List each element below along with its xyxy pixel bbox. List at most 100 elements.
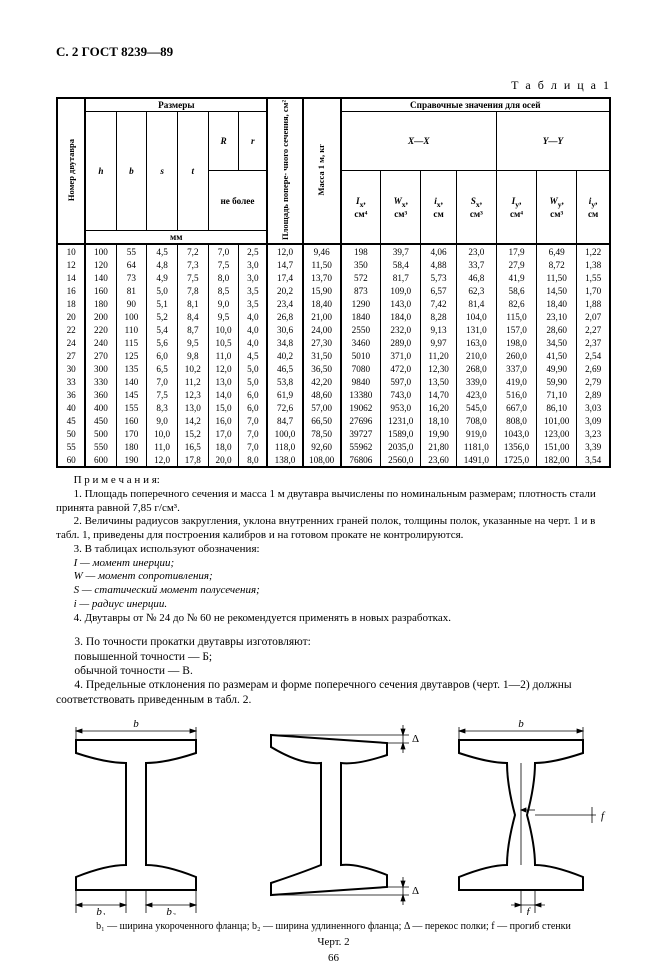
- table-cell: 33,7: [456, 258, 496, 271]
- figures-row: b b₁ b₂ Δ Δ: [56, 715, 611, 915]
- table-cell: 14,70: [421, 388, 456, 401]
- col-mass: Масса 1 м, кг: [317, 144, 326, 195]
- table-cell: 17,4: [267, 271, 302, 284]
- table-row: 222201105,48,710,04,030,624,002550232,09…: [57, 323, 610, 336]
- table-cell: 110: [116, 323, 147, 336]
- table-cell: 55: [57, 440, 85, 453]
- table-cell: 28,60: [537, 323, 577, 336]
- table-row: 16160815,07,88,53,520,215,90873109,06,57…: [57, 284, 610, 297]
- table-cell: 170: [116, 427, 147, 440]
- table-cell: 2,5: [239, 244, 267, 258]
- table-cell: 7,0: [239, 440, 267, 453]
- table-cell: 140: [85, 271, 116, 284]
- table-cell: 13,70: [303, 271, 341, 284]
- table-cell: 1,38: [577, 258, 610, 271]
- ref-Iy: Iy,см⁴: [496, 171, 536, 244]
- table-cell: 190: [116, 453, 147, 467]
- table-cell: 55962: [341, 440, 381, 453]
- table-cell: 7,0: [239, 414, 267, 427]
- table-cell: 7,2: [177, 244, 208, 258]
- table-cell: 268,0: [456, 362, 496, 375]
- table-cell: 5,0: [147, 284, 178, 297]
- table-cell: 34,50: [537, 336, 577, 349]
- table-cell: 115: [116, 336, 147, 349]
- fig-caption: b₁ — ширина укороченного фланца; b₂ — ши…: [56, 921, 611, 932]
- table-cell: 7,5: [177, 271, 208, 284]
- table-cell: 350: [341, 258, 381, 271]
- table-cell: 8,4: [177, 310, 208, 323]
- table-cell: 743,0: [381, 388, 421, 401]
- note-3: 3. В таблицах используют обозначения:: [56, 543, 611, 557]
- table-cell: 16,0: [208, 414, 239, 427]
- table-cell: 14: [57, 271, 85, 284]
- col-sizes: Размеры: [85, 98, 267, 112]
- table-cell: 220: [85, 323, 116, 336]
- table-cell: 2,79: [577, 375, 610, 388]
- table-cell: 210,0: [456, 349, 496, 362]
- table-cell: 157,0: [496, 323, 536, 336]
- table-cell: 76806: [341, 453, 381, 467]
- table-cell: 8,5: [208, 284, 239, 297]
- table-cell: 2,89: [577, 388, 610, 401]
- table-cell: 330: [85, 375, 116, 388]
- table-cell: 61,9: [267, 388, 302, 401]
- note-1: 1. Площадь поперечного сечения и масса 1…: [56, 488, 611, 516]
- table-cell: 23,4: [267, 297, 302, 310]
- table-cell: 13380: [341, 388, 381, 401]
- body-3: 3. По точности прокатки двутавры изготов…: [56, 635, 611, 649]
- note-3b: W — момент сопротивления;: [56, 570, 611, 584]
- body-3a: повышенной точности — Б;: [56, 650, 611, 664]
- table-cell: 5,6: [147, 336, 178, 349]
- note-2: 2. Величины радиусов закругления, уклона…: [56, 515, 611, 543]
- table-cell: 5,2: [147, 310, 178, 323]
- table-cell: 2,27: [577, 323, 610, 336]
- table-cell: 545,0: [456, 401, 496, 414]
- table-row: 404001558,313,015,06,072,657,0019062953,…: [57, 401, 610, 414]
- table-row: 5050017010,015,217,07,0100,078,503972715…: [57, 427, 610, 440]
- fig-c-f2: f: [526, 906, 531, 915]
- main-table: Номер двутавра Размеры Площадь попере- ч…: [56, 97, 611, 468]
- table-cell: 50: [57, 427, 85, 440]
- table-row: 272701256,09,811,04,540,231,505010371,01…: [57, 349, 610, 362]
- table-cell: 14,50: [537, 284, 577, 297]
- table-cell: 4,8: [147, 258, 178, 271]
- table-cell: 22: [57, 323, 85, 336]
- table-cell: 11,50: [303, 258, 341, 271]
- note-3a: I — момент инерции;: [56, 557, 611, 571]
- table-cell: 572: [341, 271, 381, 284]
- table-cell: 9,8: [177, 349, 208, 362]
- table-cell: 2560,0: [381, 453, 421, 467]
- table-cell: 20,2: [267, 284, 302, 297]
- table-cell: 423,0: [456, 388, 496, 401]
- table-cell: 1491,0: [456, 453, 496, 467]
- table-cell: 3,0: [239, 258, 267, 271]
- table-cell: 1231,0: [381, 414, 421, 427]
- table-row: 454501609,014,216,07,084,766,50276961231…: [57, 414, 610, 427]
- table-cell: 18,40: [303, 297, 341, 310]
- table-cell: 180: [85, 297, 116, 310]
- table-cell: 109,0: [381, 284, 421, 297]
- table-cell: 18: [57, 297, 85, 310]
- table-cell: 46,8: [456, 271, 496, 284]
- table-cell: 86,10: [537, 401, 577, 414]
- table-cell: 101,00: [537, 414, 577, 427]
- table-cell: 9840: [341, 375, 381, 388]
- table-cell: 7080: [341, 362, 381, 375]
- table-cell: 3,54: [577, 453, 610, 467]
- fig-b-d1: Δ: [412, 733, 419, 745]
- table-cell: 143,0: [381, 297, 421, 310]
- table-cell: 100,0: [267, 427, 302, 440]
- table-cell: 5,0: [239, 375, 267, 388]
- table-cell: 953,0: [381, 401, 421, 414]
- table-cell: 9,0: [208, 297, 239, 310]
- table-cell: 41,9: [496, 271, 536, 284]
- table-cell: 10: [57, 244, 85, 258]
- table-cell: 140: [116, 375, 147, 388]
- table-cell: 6,0: [239, 401, 267, 414]
- table-row: 303001356,510,212,05,046,536,507080472,0…: [57, 362, 610, 375]
- table-cell: 135: [116, 362, 147, 375]
- table-cell: 12,0: [147, 453, 178, 467]
- table-cell: 600: [85, 453, 116, 467]
- table-cell: 2,54: [577, 349, 610, 362]
- table-cell: 23,0: [456, 244, 496, 258]
